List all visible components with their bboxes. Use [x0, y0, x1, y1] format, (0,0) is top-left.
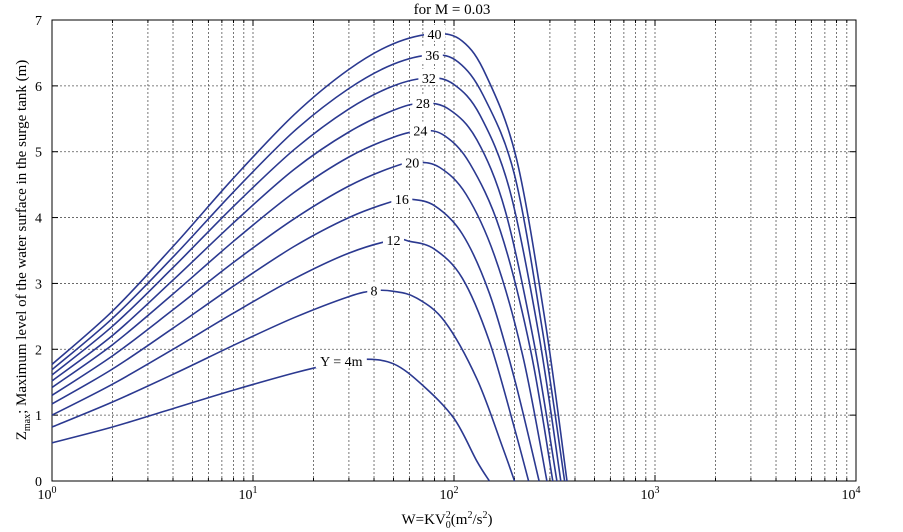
curve-label-bg [315, 352, 367, 369]
grid [52, 20, 856, 481]
curve-label: 24 [413, 125, 427, 140]
curve-label-bg [412, 93, 434, 110]
y-tick-label: 4 [35, 212, 42, 227]
curve-label-bg [418, 68, 440, 85]
curve-label: 28 [416, 97, 430, 112]
series-line [51, 358, 491, 482]
chart-title: for M = 0.03 [414, 2, 491, 18]
curve-label-bg [391, 190, 413, 207]
series-line [51, 129, 554, 482]
series-line [51, 161, 548, 482]
tick-marks [51, 19, 856, 482]
y-tick-labels: 0 1 2 3 4 5 6 7 [35, 14, 42, 490]
y-tick-label: 0 [35, 475, 42, 490]
x-tick-label: 103 [641, 485, 660, 503]
curve-label: 40 [428, 28, 442, 43]
y-tick-label: 6 [35, 80, 42, 95]
y-tick-label: 7 [35, 14, 42, 29]
curve-label: Y = 4m [320, 355, 362, 370]
curve-label-bg [421, 45, 443, 62]
y-tick-label: 2 [35, 343, 42, 358]
x-tick-labels: 100 101 102 103 104 [38, 485, 861, 503]
x-tick-label: 100 [38, 485, 57, 503]
y-tick-label: 5 [35, 146, 42, 161]
y-tick-label: 1 [35, 409, 42, 424]
x-tick-label: 101 [239, 485, 258, 503]
curve-label: 36 [425, 49, 439, 64]
curve-label-bg [401, 153, 423, 170]
x-tick-label: 102 [440, 485, 459, 503]
curve-label: 20 [405, 156, 419, 171]
curve-label: 8 [371, 285, 378, 300]
series-line [51, 54, 566, 482]
curve-label: 32 [422, 72, 436, 87]
curve-label: 12 [386, 234, 400, 249]
x-tick-label: 104 [842, 485, 861, 503]
series-line [51, 102, 558, 482]
curve-labels: Y = 4m 8 12 16 20 24 28 32 36 40 [315, 24, 446, 370]
curve-label-bg [382, 230, 404, 247]
curves [51, 32, 568, 482]
curve-label: 16 [395, 193, 409, 208]
curve-label-bg [424, 24, 446, 41]
y-tick-label: 3 [35, 277, 42, 292]
x-axis-label: W=KV2 0(m2/s2) [402, 510, 493, 531]
series-line [51, 238, 530, 482]
curve-label-bg [367, 281, 381, 298]
y-axis-label: Zmax; Maximum level of the water surface… [14, 60, 33, 441]
series-line [51, 77, 562, 482]
series-line [51, 32, 568, 482]
curve-label-bg [409, 121, 431, 138]
